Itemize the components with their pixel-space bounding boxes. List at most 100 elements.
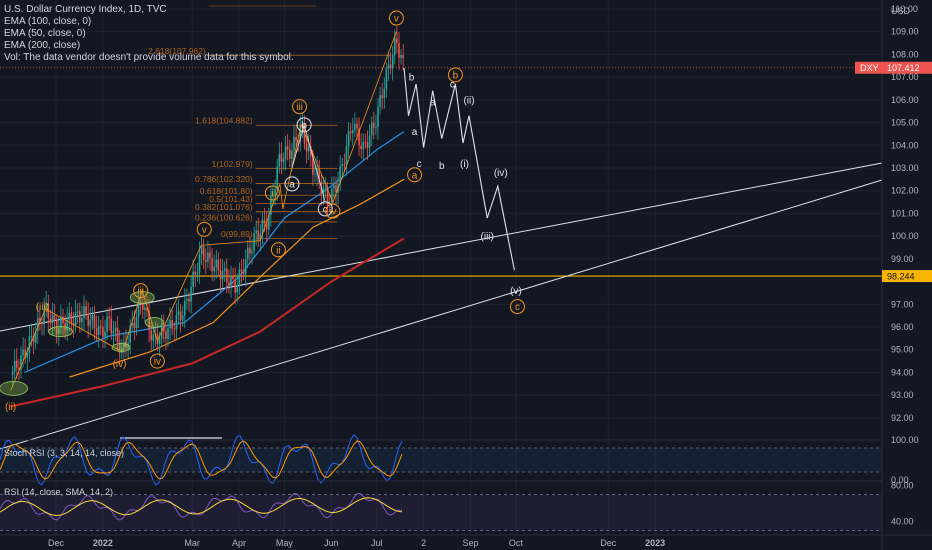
candle-body[interactable]	[267, 214, 270, 230]
candle-body[interactable]	[78, 311, 81, 323]
candle-body[interactable]	[26, 352, 29, 358]
candle-body[interactable]	[265, 222, 268, 230]
candle-body[interactable]	[255, 230, 257, 234]
candle-body[interactable]	[288, 149, 291, 159]
candle-body[interactable]	[213, 266, 215, 272]
candle-body[interactable]	[234, 279, 236, 293]
candle-body[interactable]	[36, 317, 39, 332]
candle-body[interactable]	[228, 282, 230, 286]
candle-body[interactable]	[34, 331, 37, 343]
candle-body[interactable]	[129, 325, 131, 343]
candle-body[interactable]	[22, 349, 24, 356]
candle-body[interactable]	[20, 355, 22, 370]
stoch-rsi-label[interactable]: Stoch RSI (3, 3, 14, 14, close)	[4, 448, 125, 458]
candle-body[interactable]	[379, 95, 381, 107]
candle-body[interactable]	[30, 335, 33, 337]
candle-body[interactable]	[95, 327, 98, 336]
candle-body[interactable]	[139, 301, 142, 305]
candle-body[interactable]	[11, 371, 14, 375]
candle-body[interactable]	[217, 259, 220, 271]
candle-body[interactable]	[244, 259, 247, 275]
candle-body[interactable]	[284, 146, 287, 160]
candle-body[interactable]	[171, 320, 173, 329]
candle-body[interactable]	[39, 317, 41, 323]
candle-body[interactable]	[291, 150, 293, 159]
candle-body[interactable]	[202, 246, 205, 261]
candle-body[interactable]	[99, 326, 102, 328]
candle-body[interactable]	[114, 327, 117, 332]
candle-body[interactable]	[45, 303, 47, 309]
candle-body[interactable]	[274, 189, 276, 196]
candle-body[interactable]	[358, 128, 360, 146]
candle-body[interactable]	[194, 271, 197, 275]
candle-body[interactable]	[381, 95, 383, 99]
candle-body[interactable]	[28, 336, 31, 353]
candle-body[interactable]	[389, 64, 392, 69]
rsi-label[interactable]: RSI (14, close, SMA, 14, 2)	[4, 487, 114, 497]
candle-body[interactable]	[93, 315, 96, 328]
candle-body[interactable]	[251, 250, 253, 254]
candle-body[interactable]	[158, 338, 161, 345]
candle-body[interactable]	[188, 298, 190, 302]
candle-body[interactable]	[165, 331, 167, 339]
candle-body[interactable]	[112, 331, 115, 334]
candle-body[interactable]	[387, 64, 390, 69]
candle-body[interactable]	[232, 275, 234, 280]
candle-body[interactable]	[135, 316, 138, 329]
candle-body[interactable]	[225, 268, 228, 283]
candle-body[interactable]	[89, 319, 92, 326]
candle-body[interactable]	[192, 271, 194, 287]
candle-body[interactable]	[97, 326, 100, 336]
candle-body[interactable]	[307, 146, 310, 152]
candle-body[interactable]	[305, 143, 308, 152]
candle-body[interactable]	[160, 326, 163, 339]
candle-body[interactable]	[106, 316, 108, 332]
candle-body[interactable]	[190, 286, 192, 302]
candle-body[interactable]	[368, 135, 371, 148]
candle-body[interactable]	[87, 313, 89, 326]
candle-body[interactable]	[148, 310, 150, 331]
candle-body[interactable]	[156, 333, 159, 345]
candle-body[interactable]	[104, 331, 106, 338]
candle-body[interactable]	[259, 233, 262, 240]
candle-body[interactable]	[396, 38, 398, 44]
candle-body[interactable]	[221, 270, 224, 280]
candle-body[interactable]	[118, 341, 121, 353]
candle-body[interactable]	[137, 301, 140, 317]
candle-body[interactable]	[299, 125, 302, 142]
candle-body[interactable]	[175, 314, 178, 330]
candle-body[interactable]	[186, 298, 188, 301]
candle-body[interactable]	[108, 316, 110, 319]
candle-body[interactable]	[62, 316, 64, 324]
candle-body[interactable]	[270, 196, 272, 215]
candle-body[interactable]	[223, 268, 226, 271]
candle-body[interactable]	[375, 127, 377, 129]
candle-body[interactable]	[295, 136, 297, 141]
candle-body[interactable]	[60, 316, 62, 328]
candle-body[interactable]	[215, 259, 218, 267]
candle-body[interactable]	[347, 131, 350, 147]
candle-body[interactable]	[314, 173, 316, 175]
candle-body[interactable]	[249, 247, 251, 254]
candle-body[interactable]	[110, 318, 113, 334]
candle-body[interactable]	[242, 271, 245, 275]
candle-body[interactable]	[207, 252, 209, 262]
candle-body[interactable]	[278, 153, 281, 167]
candle-body[interactable]	[85, 306, 87, 314]
candle-body[interactable]	[238, 269, 241, 286]
candle-body[interactable]	[398, 43, 400, 58]
candle-body[interactable]	[326, 188, 329, 205]
candle-body[interactable]	[366, 142, 369, 148]
candle-body[interactable]	[15, 360, 18, 368]
candle-body[interactable]	[24, 349, 26, 358]
candle-body[interactable]	[333, 185, 335, 189]
candle-body[interactable]	[68, 312, 71, 320]
candle-body[interactable]	[377, 106, 379, 128]
candle-body[interactable]	[293, 136, 295, 151]
candle-body[interactable]	[253, 233, 255, 251]
candle-body[interactable]	[356, 123, 358, 129]
legend-ema100[interactable]: EMA (100, close, 0)	[4, 16, 92, 27]
candle-body[interactable]	[272, 195, 274, 197]
candle-body[interactable]	[391, 54, 394, 69]
candle-body[interactable]	[301, 124, 304, 126]
